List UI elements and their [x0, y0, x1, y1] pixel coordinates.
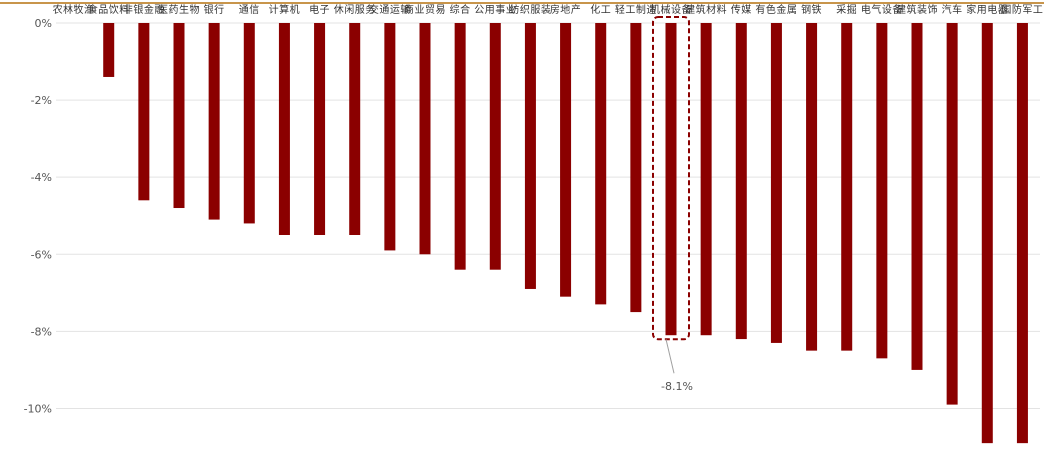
bar	[630, 23, 642, 313]
category-label: 电子	[309, 3, 330, 16]
bar	[314, 23, 326, 235]
y-tick-label: -2%	[31, 94, 52, 107]
category-label: 非银金融	[123, 3, 165, 16]
bar	[560, 23, 572, 297]
bar	[489, 23, 501, 270]
bar	[454, 23, 466, 270]
category-label: 公用事业	[474, 3, 516, 16]
callout-line	[665, 339, 675, 374]
category-label: 汽车	[942, 3, 963, 16]
bar	[876, 23, 888, 359]
category-label: 建筑材料	[685, 3, 727, 16]
category-label: 休闲服务	[334, 3, 376, 16]
category-label: 国防军工	[1001, 3, 1043, 16]
category-label: 交通运输	[369, 3, 411, 16]
bar	[700, 23, 712, 336]
bar	[524, 23, 536, 289]
bar	[981, 23, 993, 444]
bar	[1016, 23, 1028, 444]
y-tick-label: -10%	[24, 402, 52, 415]
bar	[208, 23, 220, 220]
category-label: 化工	[590, 3, 611, 16]
category-label: 银行	[204, 3, 225, 16]
category-label: 综合	[450, 3, 471, 16]
y-tick-label: -4%	[31, 171, 52, 184]
category-label: 医药生物	[158, 3, 200, 16]
category-label: 食品饮料	[88, 3, 130, 16]
category-label: 有色金属	[755, 3, 797, 16]
category-label: 机械设备	[650, 3, 692, 16]
bar	[173, 23, 185, 209]
bar	[735, 23, 747, 340]
highlight-value-label: -8.1%	[661, 380, 693, 393]
category-label: 纺织服装	[509, 3, 551, 16]
bar	[278, 23, 290, 235]
bar	[419, 23, 431, 255]
category-label: 建筑装饰	[896, 3, 938, 16]
category-label: 钢铁	[801, 3, 822, 16]
category-label: 通信	[239, 4, 260, 16]
highlight-box	[652, 16, 690, 341]
bar	[384, 23, 396, 251]
category-label: 采掘	[836, 3, 857, 16]
category-label: 计算机	[269, 3, 301, 16]
y-tick-label: 0%	[35, 17, 52, 30]
bar	[103, 23, 115, 77]
bar	[841, 23, 853, 351]
bar	[243, 23, 255, 224]
y-tick-label: -6%	[31, 248, 52, 261]
bar	[946, 23, 958, 405]
bar	[349, 23, 361, 235]
category-label: 电气设备	[861, 3, 903, 16]
category-label: 家用电器	[966, 3, 1008, 16]
category-label: 农林牧渔	[53, 3, 95, 16]
bar	[595, 23, 607, 305]
bar	[770, 23, 782, 343]
category-label: 商业贸易	[404, 3, 446, 16]
bar	[806, 23, 818, 351]
y-tick-label: -8%	[31, 325, 52, 338]
bar	[665, 23, 677, 336]
category-label: 轻工制造	[615, 3, 657, 16]
category-label: 房地产	[550, 3, 582, 16]
bar	[911, 23, 923, 370]
bar	[138, 23, 150, 201]
category-label: 传媒	[731, 4, 752, 16]
